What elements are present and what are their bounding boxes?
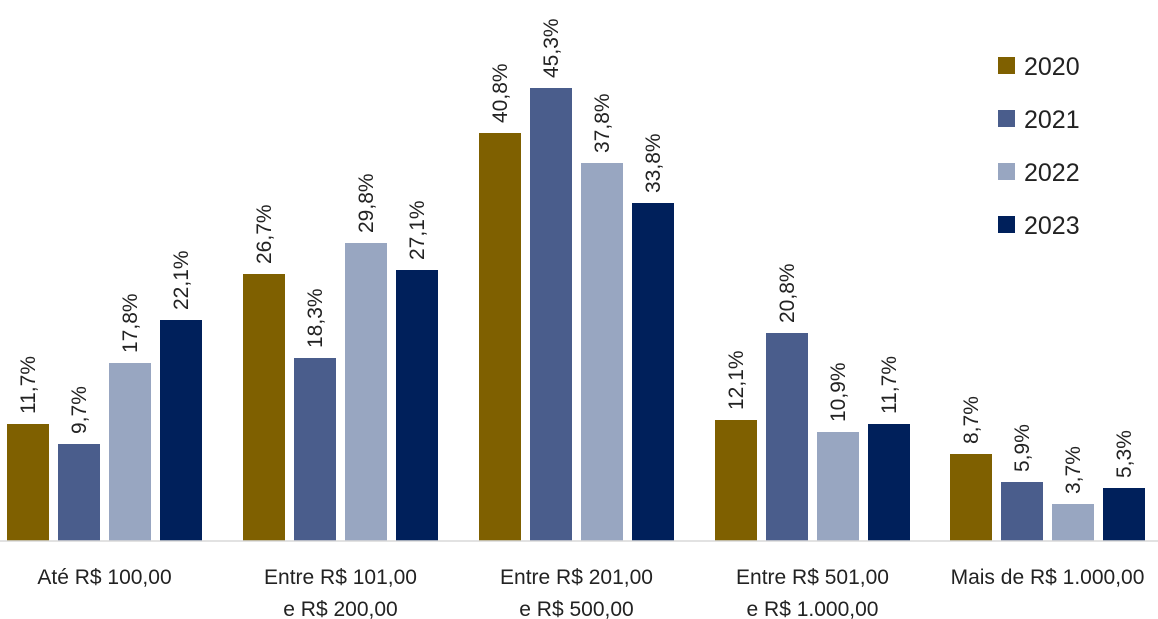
category-label-3-line-1: e R$ 1.000,00 (747, 598, 879, 619)
category-label-4-line-0: Mais de R$ 1.000,00 (951, 566, 1145, 589)
bar-2020-cat-0 (7, 424, 49, 541)
legend-swatch-2020 (998, 57, 1015, 74)
bar-2022-cat-3 (817, 432, 859, 541)
legend-swatch-2022 (998, 163, 1015, 180)
category-label-2-line-1: e R$ 500,00 (519, 598, 633, 619)
legend-label-2022: 2022 (1024, 159, 1080, 187)
value-label-2022-cat-2: 37,8% (591, 93, 614, 153)
category-label-2-line-0: Entre R$ 201,00 (500, 566, 653, 589)
category-labels-group: Até R$ 100,00 Entre R$ 101,00 e R$ 200,00 E… (37, 566, 1144, 619)
bars-group (7, 88, 1145, 541)
bar-2021-cat-2 (530, 88, 572, 541)
value-label-2022-cat-0: 17,8% (119, 293, 142, 353)
bar-2020-cat-2 (479, 133, 521, 541)
value-label-2021-cat-4: 5,9% (1011, 424, 1034, 472)
value-label-2023-cat-0: 22,1% (170, 250, 193, 310)
bar-2022-cat-2 (581, 163, 623, 541)
bar-2023-cat-1 (396, 270, 438, 541)
bar-2020-cat-1 (243, 274, 285, 541)
bar-2021-cat-1 (294, 358, 336, 541)
bar-2020-cat-4 (950, 454, 992, 541)
value-label-2020-cat-2: 40,8% (489, 63, 512, 123)
value-label-2021-cat-0: 9,7% (68, 386, 91, 434)
value-label-2022-cat-4: 3,7% (1062, 446, 1085, 494)
value-label-2021-cat-1: 18,3% (304, 288, 327, 348)
bar-2023-cat-4 (1103, 488, 1145, 541)
legend-label-2021: 2021 (1024, 106, 1080, 134)
value-label-2023-cat-1: 27,1% (406, 200, 429, 260)
value-label-2023-cat-3: 11,7% (878, 356, 901, 414)
legend-swatch-2021 (998, 110, 1015, 127)
value-label-2020-cat-1: 26,7% (253, 204, 276, 264)
bar-2021-cat-3 (766, 333, 808, 541)
legend-label-2023: 2023 (1024, 212, 1080, 240)
bar-2023-cat-3 (868, 424, 910, 541)
value-label-2020-cat-4: 8,7% (960, 396, 983, 444)
category-label-1-line-0: Entre R$ 101,00 (264, 566, 417, 589)
value-labels-group: 11,7% 26,7% 40,8% 12,1% 8,7% 9,7% 18,3% 45,3% 20… (17, 18, 1136, 494)
value-label-2022-cat-3: 10,9% (827, 362, 850, 422)
value-label-2021-cat-2: 45,3% (540, 18, 563, 78)
category-label-3-line-0: Entre R$ 501,00 (736, 566, 889, 589)
value-label-2022-cat-1: 29,8% (355, 173, 378, 233)
category-label-0-line-0: Até R$ 100,00 (37, 566, 171, 589)
bar-2023-cat-2 (632, 203, 674, 541)
value-label-2023-cat-2: 33,8% (642, 133, 665, 193)
value-label-2021-cat-3: 20,8% (776, 263, 799, 323)
value-label-2023-cat-4: 5,3% (1113, 430, 1136, 478)
bar-2023-cat-0 (160, 320, 202, 541)
value-label-2020-cat-0: 11,7% (17, 356, 40, 414)
bar-2021-cat-0 (58, 444, 100, 541)
legend-label-2020: 2020 (1024, 53, 1080, 81)
bar-2022-cat-1 (345, 243, 387, 541)
category-label-1-line-1: e R$ 200,00 (283, 598, 397, 619)
bar-2021-cat-4 (1001, 482, 1043, 541)
bar-2020-cat-3 (715, 420, 757, 541)
bar-2022-cat-0 (109, 363, 151, 541)
value-label-2020-cat-3: 12,1% (725, 350, 748, 410)
legend: 2020 2021 2022 2023 (998, 53, 1080, 240)
legend-swatch-2023 (998, 216, 1015, 233)
bar-2022-cat-4 (1052, 504, 1094, 541)
